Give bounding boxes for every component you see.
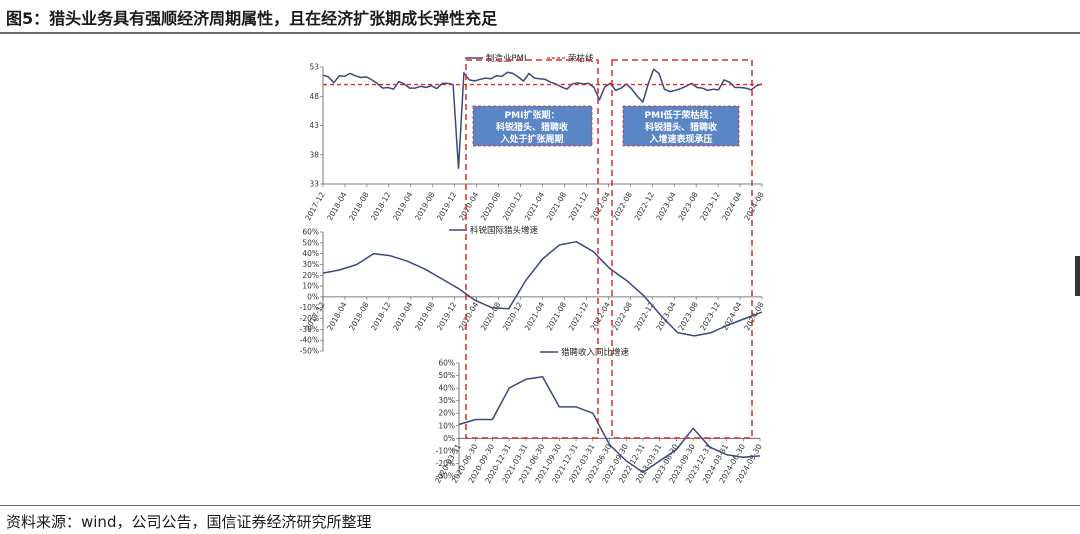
y-tick-label: 33 (309, 180, 319, 189)
x-tick-label: 2022-08 (611, 190, 635, 222)
y-tick-label: -10% (436, 446, 455, 455)
y-tick-label: 60% (302, 228, 319, 237)
y-tick-label: 38 (309, 150, 319, 159)
x-tick-label: 2021-12 (567, 300, 591, 332)
x-tick-label: 2023-12 (698, 300, 722, 332)
y-tick-label: -30% (436, 472, 455, 481)
y-tick-label: 20% (438, 409, 455, 418)
x-tick-label: 2021-04 (523, 300, 547, 332)
y-tick-label: 30% (438, 396, 455, 405)
x-tick-label: 2021-12 (567, 190, 591, 222)
x-tick-label: 2019-12 (435, 190, 459, 222)
x-tick-label: 2023-08 (676, 300, 700, 332)
x-tick-label: 2018-08 (347, 300, 371, 332)
y-tick-label: 40% (438, 384, 455, 393)
y-tick-label: 48 (309, 92, 319, 101)
x-tick-label: 2024-08 (742, 190, 766, 222)
source-divider (0, 505, 1080, 506)
x-tick-label: 2019-08 (413, 190, 437, 222)
annotation-overlay: PMI扩张期： 科锐猎头、猎聘收 入处于扩张周期 PMI低于荣枯线： 科锐猎头、… (465, 59, 753, 439)
series-line (322, 240, 763, 337)
x-tick-label: 2021-04 (523, 190, 547, 222)
series-line (458, 376, 761, 473)
x-tick-label: 2022-12 (633, 190, 657, 222)
legend-label: 制造业PMI (486, 53, 526, 64)
expansion-note-line-1: PMI扩张期： (505, 109, 560, 121)
x-tick-label: 2022-04 (589, 300, 613, 332)
headhunting-growth-chart: 60%50% 40% 30% 20% 10%0% -10% -20% -30% -40% -50%… (300, 225, 766, 356)
x-tick-label: 2018-12 (369, 300, 393, 332)
y-tick-label: -30% (300, 325, 319, 334)
y-tick-label: 20% (302, 271, 319, 280)
contraction-note-box (622, 105, 740, 147)
x-tick-label: 2024-04 (720, 190, 744, 222)
y-tick-label: -20% (300, 314, 319, 323)
x-tick-label: 2020-12 (501, 190, 525, 222)
expansion-note-box (472, 105, 593, 147)
x-tick-label: 2019-04 (391, 190, 415, 222)
legend-label: 猎聘收入同比增速 (561, 347, 630, 358)
x-tick-label: 2022-04 (589, 190, 613, 222)
x-tick-label: 2017-12 (303, 190, 327, 222)
figure-source: 资料来源：wind，公司公告，国信证券经济研究所整理 (6, 513, 372, 531)
x-tick-label: 2023-08 (676, 190, 700, 222)
liepin-revenue-growth-chart: 60%50%40%30%20%10%0%-10%-20%-30%2020-03-… (433, 347, 764, 485)
y-tick-label: 10% (302, 282, 319, 291)
contraction-note-line-1: PMI低于荣枯线： (645, 109, 718, 121)
figure-title: 图5：猎头业务具有强顺经济周期属性，且在经济扩张期成长弹性充足 (6, 9, 498, 28)
y-tick-label: -40% (300, 336, 319, 345)
page-edge-tab (1075, 256, 1080, 296)
contraction-note-line-2: 科锐猎头、猎聘收 (645, 121, 717, 133)
title-divider (0, 32, 1080, 34)
x-tick-label: 2018-12 (369, 190, 393, 222)
x-tick-label: 2019-04 (391, 300, 415, 332)
x-tick-label: 2018-08 (347, 190, 371, 222)
y-tick-label: -10% (300, 303, 319, 312)
x-tick-label: 2021-08 (545, 300, 569, 332)
expansion-note-line-2: 科锐猎头、猎聘收 (496, 121, 568, 133)
x-tick-label: 2018-04 (325, 190, 349, 222)
y-tick-label: 0% (307, 292, 319, 301)
y-tick-label: 53 (309, 63, 319, 72)
contraction-dashed-box (611, 59, 753, 439)
expansion-note-line-3: 入处于扩张周期 (499, 133, 563, 145)
x-tick-label: 2020-08 (479, 190, 503, 222)
x-tick-label: 2022-08 (611, 300, 635, 332)
y-tick-label: 43 (309, 121, 319, 130)
y-tick-label: 50% (302, 238, 319, 247)
x-tick-label: 2019-12 (435, 300, 459, 332)
y-tick-label: 40% (302, 249, 319, 258)
x-tick-label: 2023-04 (654, 190, 678, 222)
x-tick-label: 2023-12 (698, 190, 722, 222)
legend-label: 荣枯线 (568, 53, 594, 64)
x-tick-label: 2024-08 (742, 300, 766, 332)
y-tick-label: 50% (438, 371, 455, 380)
y-tick-label: -20% (436, 459, 455, 468)
y-tick-label: 10% (438, 421, 455, 430)
x-tick-label: 2021-08 (545, 190, 569, 222)
y-tick-label: 60% (438, 359, 455, 368)
contraction-note-line-3: 入增速表现承压 (648, 133, 712, 145)
x-tick-label: 2019-08 (413, 300, 437, 332)
x-tick-label: 2020-04 (457, 300, 481, 332)
chart-area: 53484338332017-122018-042018-082018-1220… (300, 53, 766, 485)
x-tick-label: 2020-08 (479, 300, 503, 332)
y-tick-label: 30% (302, 260, 319, 269)
x-tick-label: 2020-12 (501, 300, 525, 332)
y-tick-label: -50% (300, 347, 319, 356)
x-tick-label: 2023-04 (654, 300, 678, 332)
x-tick-label: 2020-04 (457, 190, 481, 222)
y-tick-label: 0% (443, 434, 455, 443)
expansion-dashed-box (465, 59, 599, 439)
legend-label: 科锐国际猎头增速 (470, 225, 539, 236)
x-tick-label: 2018-04 (325, 300, 349, 332)
